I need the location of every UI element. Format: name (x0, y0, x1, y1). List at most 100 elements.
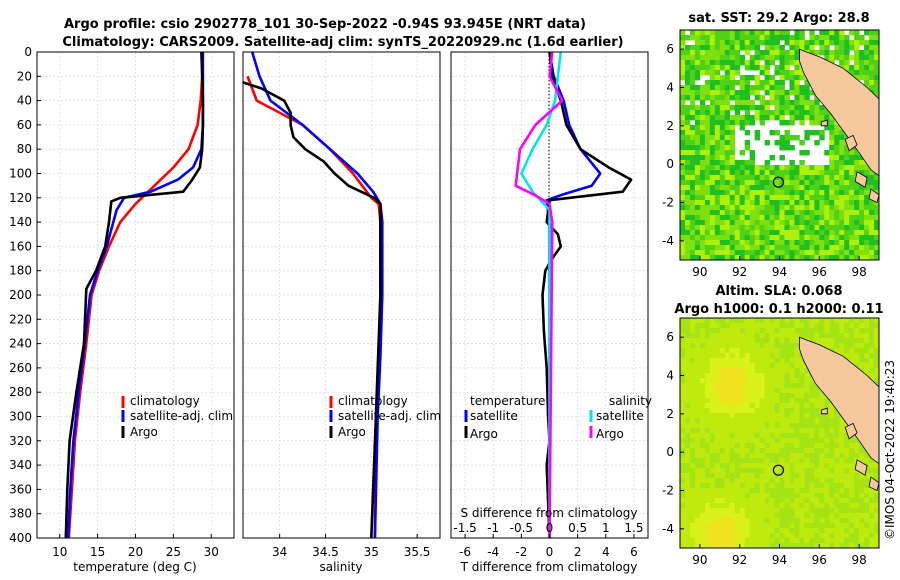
map-cell (814, 333, 820, 339)
map-cell (804, 483, 810, 489)
map-cell (749, 240, 756, 246)
map-cell (739, 538, 746, 544)
map-cell (799, 70, 805, 76)
map-cell (704, 230, 711, 236)
map-cell (719, 348, 726, 354)
map-cell (769, 508, 775, 514)
map-cell (744, 105, 751, 111)
map-cell (699, 518, 706, 524)
map-cell (874, 70, 880, 76)
map-cell (869, 65, 875, 71)
map-cell (709, 150, 716, 156)
map-cell (824, 488, 830, 494)
map-cell (794, 100, 800, 106)
map-cell (684, 543, 691, 549)
map-cell (774, 398, 780, 404)
map-cell (759, 333, 765, 339)
map-cell (709, 35, 716, 41)
x-tick-label: 30 (204, 545, 219, 559)
map-cell (779, 358, 785, 364)
map-cell (794, 235, 800, 241)
map-cell (834, 30, 840, 36)
map-cell (824, 538, 830, 544)
map-cell (689, 70, 696, 76)
map-cell (724, 338, 731, 344)
map-cell (719, 393, 726, 399)
map-cell (834, 488, 840, 494)
map-cell (784, 433, 790, 439)
map-cell (699, 473, 706, 479)
map-cell (834, 195, 840, 201)
map-cell (749, 105, 756, 111)
map-cell (729, 373, 736, 379)
map-cell (744, 438, 751, 444)
map-cell (779, 140, 785, 146)
map-cell (699, 368, 706, 374)
map-cell (789, 398, 795, 404)
map-cell (869, 50, 875, 56)
map-cell (814, 190, 820, 196)
map-cell (719, 30, 726, 36)
map-cell (834, 483, 840, 489)
map-cell (699, 323, 706, 329)
map-cell (829, 443, 835, 449)
map-cell (774, 523, 780, 529)
map-cell (744, 443, 751, 449)
map-cell (769, 85, 775, 91)
map-cell (844, 225, 850, 231)
map-cell (829, 343, 835, 349)
map-cell (814, 130, 820, 136)
map-cell (844, 185, 850, 191)
map-cell (709, 468, 716, 474)
map-cell (824, 318, 830, 324)
map-cell (709, 413, 716, 419)
map-cell (744, 413, 751, 419)
map-cell (759, 180, 765, 186)
map-cell (764, 170, 770, 176)
map-cell (859, 478, 865, 484)
map-cell (689, 333, 696, 339)
map-cell (794, 245, 800, 251)
map-cell (769, 230, 775, 236)
map-cell (739, 230, 746, 236)
map-cell (859, 363, 865, 369)
map-cell (779, 413, 785, 419)
temperature-legend: climatology satellite-adj. clim Argo (121, 394, 233, 439)
map-cell (729, 185, 736, 191)
map-cell (869, 338, 875, 344)
map-cell (699, 503, 706, 509)
map-cell (814, 318, 820, 324)
map-cell (784, 100, 790, 106)
map-cell (689, 215, 696, 221)
map-cell (829, 40, 835, 46)
map-cell (694, 125, 701, 131)
map-cell (724, 110, 731, 116)
map-cell (814, 255, 820, 261)
map-cell (709, 528, 716, 534)
map-cell (814, 110, 820, 116)
map-cell (814, 105, 820, 111)
map-cell (849, 483, 855, 489)
map-cell (764, 493, 770, 499)
map-cell (819, 40, 825, 46)
map-cell (829, 170, 835, 176)
map-cell (744, 358, 751, 364)
map-cell (684, 80, 691, 86)
map-cell (699, 205, 706, 211)
map-cell (774, 483, 780, 489)
map-cell (719, 438, 726, 444)
map-cell (799, 358, 805, 364)
map-cell (699, 190, 706, 196)
map-cell (814, 245, 820, 251)
map-cell (709, 205, 716, 211)
map-cell (734, 353, 741, 359)
map-cell (684, 523, 691, 529)
map-cell (689, 513, 696, 519)
map-cell (689, 523, 696, 529)
map-cell (744, 343, 751, 349)
map-cell (864, 343, 870, 349)
map-cell (719, 105, 726, 111)
map-cell (719, 353, 726, 359)
map-cell (794, 220, 800, 226)
map-cell (849, 245, 855, 251)
